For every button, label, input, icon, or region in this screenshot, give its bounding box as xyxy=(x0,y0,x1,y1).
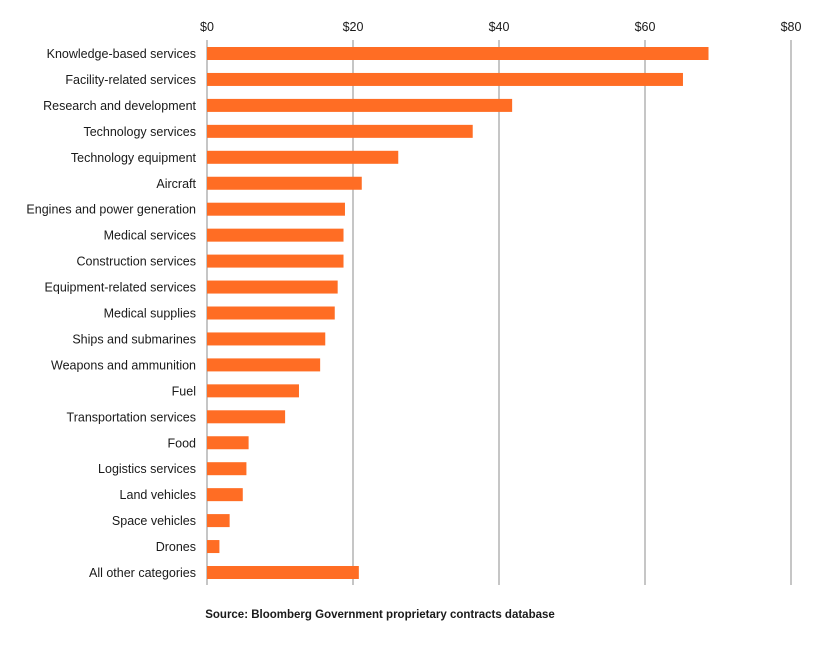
category-label: Land vehicles xyxy=(120,488,196,502)
bar xyxy=(207,202,345,216)
bar xyxy=(207,254,344,268)
bar xyxy=(207,150,399,164)
bar xyxy=(207,228,344,242)
bar xyxy=(207,462,247,476)
category-label: Technology equipment xyxy=(71,151,197,165)
category-label: All other categories xyxy=(89,566,196,580)
category-label: Knowledge-based services xyxy=(47,47,196,61)
bar xyxy=(207,514,230,528)
category-label: Aircraft xyxy=(156,177,196,191)
bar xyxy=(207,72,683,86)
category-label: Food xyxy=(168,436,197,450)
x-tick-label: $0 xyxy=(200,20,214,34)
x-tick-label: $20 xyxy=(343,20,364,34)
bar xyxy=(207,98,513,112)
x-tick-label: $60 xyxy=(635,20,656,34)
source-note: Source: Bloomberg Government proprietary… xyxy=(205,609,555,621)
bars xyxy=(207,47,709,579)
category-label: Facility-related services xyxy=(65,73,196,87)
x-tick-label: $40 xyxy=(489,20,510,34)
category-label: Equipment-related services xyxy=(45,281,196,295)
category-label: Construction services xyxy=(77,255,197,269)
x-axis-ticks: $0 $20 $40 $60 $80 xyxy=(200,20,801,34)
bar xyxy=(207,306,335,320)
bar xyxy=(207,566,359,579)
category-label: Medical supplies xyxy=(104,307,196,321)
x-tick-label: $80 xyxy=(781,20,802,34)
category-label: Medical services xyxy=(104,229,196,243)
category-label: Ships and submarines xyxy=(72,332,196,346)
bar xyxy=(207,410,286,424)
category-label: Fuel xyxy=(172,384,196,398)
bar xyxy=(207,436,249,450)
bar xyxy=(207,332,326,346)
bar xyxy=(207,47,709,60)
bar xyxy=(207,176,362,190)
bar xyxy=(207,488,243,502)
category-label: Engines and power generation xyxy=(26,203,196,217)
bar xyxy=(207,280,338,294)
category-label: Drones xyxy=(156,540,196,554)
category-label: Weapons and ammunition xyxy=(51,358,196,372)
category-label: Transportation services xyxy=(67,410,196,424)
category-label: Logistics services xyxy=(98,462,196,476)
category-label: Research and development xyxy=(43,99,196,113)
bar xyxy=(207,540,220,554)
category-labels: Knowledge-based services Facility-related… xyxy=(26,47,196,580)
category-label: Technology services xyxy=(83,125,196,139)
bar xyxy=(207,124,473,138)
bar xyxy=(207,384,299,398)
category-label: Space vehicles xyxy=(112,514,196,528)
bar xyxy=(207,358,321,372)
